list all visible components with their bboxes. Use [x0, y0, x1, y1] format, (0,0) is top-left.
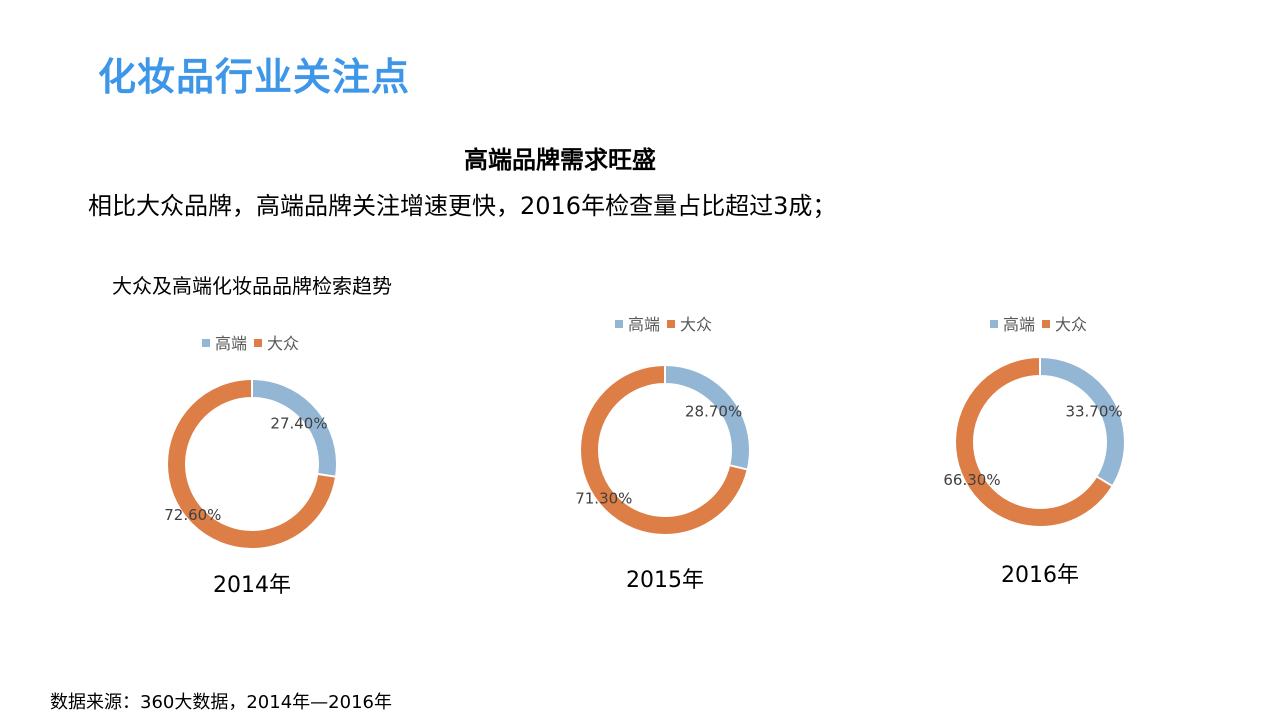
legend-label-大众: 大众 — [680, 315, 712, 334]
data-source-note: 数据来源：360大数据，2014年—2016年 — [50, 692, 392, 713]
legend-swatch-高端 — [990, 320, 998, 328]
legend-swatch-高端 — [202, 339, 210, 347]
chart-year-label: 2014年 — [213, 573, 291, 598]
slice-separator — [1095, 475, 1114, 488]
slice-separator — [728, 464, 748, 471]
donut-chart-2016年: 高端 大众 33.70% 66.30% 2016年 — [943, 315, 1124, 588]
data-label-高端: 28.70% — [685, 403, 742, 421]
legend-swatch-大众 — [1042, 320, 1050, 328]
page-subtitle: 高端品牌需求旺盛 — [464, 146, 656, 174]
slice-separator — [317, 472, 337, 478]
legend-swatch-大众 — [254, 339, 262, 347]
legend-label-高端: 高端 — [215, 334, 247, 353]
legend-label-大众: 大众 — [1055, 315, 1087, 334]
donut-chart-2015年: 高端 大众 28.70% 71.30% 2015年 — [575, 315, 749, 593]
data-label-大众: 71.30% — [575, 489, 632, 507]
chart-year-label: 2015年 — [626, 568, 704, 593]
donut-chart-2014年: 高端 大众 27.40% 72.60% 2014年 — [164, 334, 337, 598]
data-label-高端: 27.40% — [270, 415, 327, 433]
chart-year-label: 2016年 — [1001, 563, 1079, 588]
legend-label-高端: 高端 — [1003, 315, 1035, 334]
legend-swatch-高端 — [615, 320, 623, 328]
legend-swatch-大众 — [667, 320, 675, 328]
data-label-高端: 33.70% — [1065, 403, 1122, 421]
data-label-大众: 72.60% — [164, 506, 221, 524]
legend-label-高端: 高端 — [628, 315, 660, 334]
data-label-大众: 66.30% — [943, 471, 1000, 489]
page-description: 相比大众品牌，高端品牌关注增速更快，2016年检查量占比超过3成； — [88, 192, 837, 220]
page-title: 化妆品行业关注点 — [98, 55, 411, 99]
legend-label-大众: 大众 — [267, 334, 299, 353]
chart-title: 大众及高端化妆品品牌检索趋势 — [112, 274, 392, 298]
